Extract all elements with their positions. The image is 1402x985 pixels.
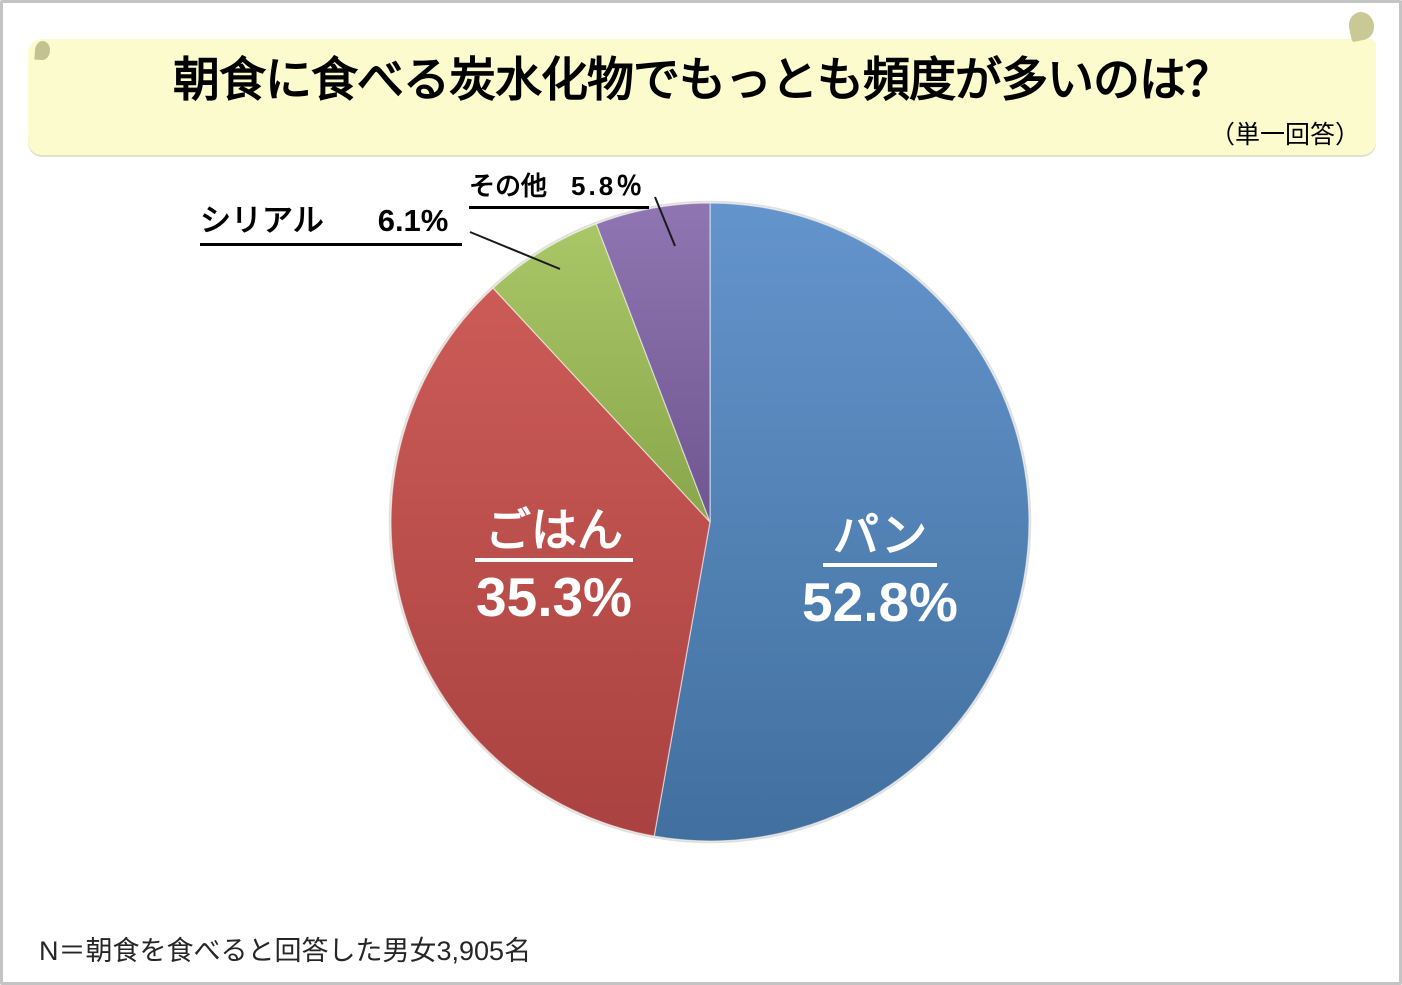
pie-chart — [388, 196, 1032, 844]
leader-line-cereal — [469, 231, 561, 270]
callout-other: その他 5.8％ — [469, 166, 650, 209]
callout-cereal-name: シリアル — [200, 203, 324, 238]
pie-outer-rim — [388, 200, 1032, 844]
answer-type-note: （単一回答） — [1209, 121, 1360, 149]
callout-cereal: シリアル 6.1% — [200, 195, 463, 246]
leader-line-other — [654, 196, 676, 247]
callout-other-name: その他 — [469, 171, 548, 201]
pie-slice-cereal — [492, 223, 711, 523]
pie-slice-gohan — [390, 287, 711, 837]
pie-slices — [388, 200, 1032, 844]
title-banner: 朝食に食べる炭水化物でもっとも頻度が多いのは？ （単一回答） — [28, 39, 1376, 155]
callout-cereal-value: 6.1% — [377, 203, 449, 238]
sample-size-note: N＝朝食を食べると回答した男女3,905名 — [39, 936, 532, 966]
pie-slice-pan — [653, 202, 1030, 842]
page-title: 朝食に食べる炭水化物でもっとも頻度が多いのは？ — [173, 53, 1232, 106]
callout-other-value: 5.8％ — [571, 171, 646, 201]
pie-slice-other — [595, 202, 711, 523]
